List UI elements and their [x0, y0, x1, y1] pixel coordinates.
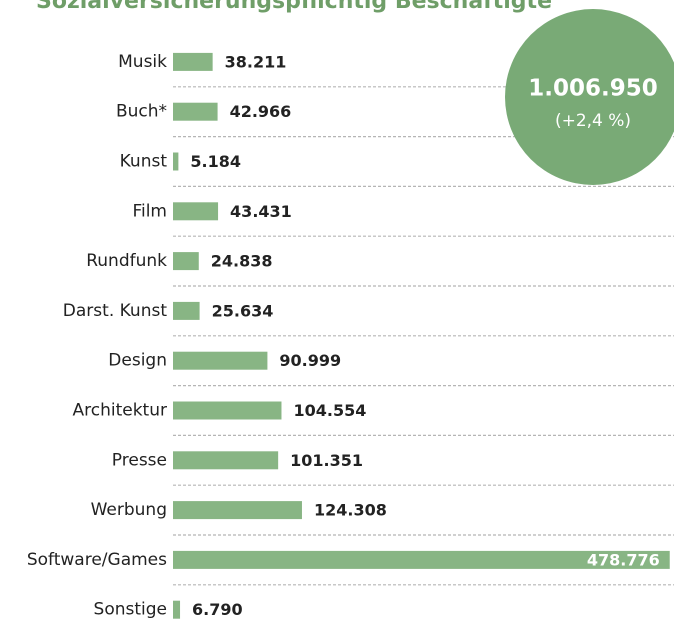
category-label: Software/Games — [27, 550, 167, 570]
category-label: Kunst — [120, 152, 168, 172]
bar — [173, 401, 282, 420]
value-label: 24.838 — [211, 252, 273, 271]
bar — [173, 351, 268, 370]
value-label: 124.308 — [314, 501, 387, 520]
bar — [173, 451, 279, 470]
bar — [173, 52, 213, 71]
category-label: Design — [108, 351, 167, 371]
value-label: 478.776 — [587, 550, 660, 569]
category-label: Buch* — [116, 102, 167, 122]
value-label: 25.634 — [212, 301, 274, 320]
category-label: Sonstige — [94, 600, 167, 620]
bar — [173, 501, 302, 520]
value-label: 38.211 — [225, 52, 287, 71]
value-label: 90.999 — [279, 351, 341, 370]
bar — [173, 252, 199, 271]
value-label: 43.431 — [230, 202, 292, 221]
bar — [173, 102, 218, 121]
category-label: Darst. Kunst — [63, 301, 168, 321]
category-label: Film — [132, 201, 167, 221]
bar — [173, 202, 219, 221]
value-label: 104.554 — [293, 401, 366, 420]
bar — [173, 301, 200, 320]
category-label: Rundfunk — [86, 251, 167, 271]
category-label: Architektur — [73, 401, 168, 421]
bar — [173, 600, 181, 619]
total-change: (+2,4 %) — [555, 111, 631, 131]
value-label: 6.790 — [192, 600, 243, 619]
total-value: 1.006.950 — [528, 76, 658, 102]
bar — [173, 152, 179, 171]
value-label: 42.966 — [230, 102, 292, 121]
total-bubble — [505, 9, 674, 185]
bar — [173, 550, 670, 569]
chart-title: Sozialversicherungspflichtig Beschäftigt… — [36, 0, 552, 14]
category-label: Musik — [118, 52, 167, 72]
category-label: Presse — [112, 450, 167, 470]
value-label: 101.351 — [290, 451, 363, 470]
category-label: Werbung — [91, 500, 167, 520]
value-label: 5.184 — [190, 152, 241, 171]
